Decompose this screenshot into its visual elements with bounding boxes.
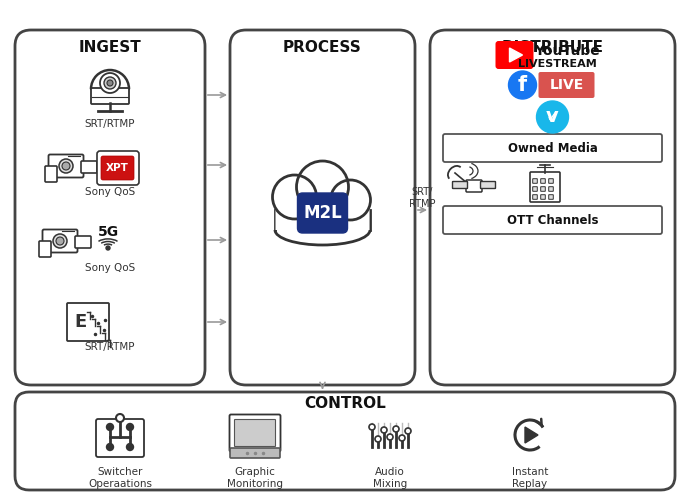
Circle shape <box>106 424 113 430</box>
FancyBboxPatch shape <box>480 182 495 188</box>
Circle shape <box>369 424 375 430</box>
Text: SRT/RTMP: SRT/RTMP <box>85 342 135 352</box>
Circle shape <box>104 77 116 89</box>
FancyBboxPatch shape <box>235 420 275 446</box>
Circle shape <box>387 434 393 440</box>
FancyBboxPatch shape <box>39 241 51 257</box>
Text: E: E <box>74 313 86 331</box>
Text: Sony QoS: Sony QoS <box>85 187 135 197</box>
Text: LIVE: LIVE <box>549 78 584 92</box>
FancyBboxPatch shape <box>275 197 370 230</box>
Text: Audio
Mixing: Audio Mixing <box>373 467 407 489</box>
Text: INGEST: INGEST <box>79 40 141 56</box>
FancyBboxPatch shape <box>97 151 139 185</box>
Circle shape <box>126 444 133 450</box>
FancyBboxPatch shape <box>15 392 675 490</box>
FancyBboxPatch shape <box>549 186 553 192</box>
Text: f: f <box>518 75 527 95</box>
FancyBboxPatch shape <box>538 72 595 98</box>
Circle shape <box>59 159 73 173</box>
Text: CONTROL: CONTROL <box>304 396 386 411</box>
Text: XPT: XPT <box>106 163 129 173</box>
Circle shape <box>273 175 317 219</box>
Circle shape <box>107 80 113 86</box>
FancyBboxPatch shape <box>91 88 129 104</box>
FancyBboxPatch shape <box>81 161 97 173</box>
FancyBboxPatch shape <box>43 230 77 252</box>
Text: ✓: ✓ <box>546 108 560 126</box>
FancyBboxPatch shape <box>533 194 538 200</box>
Circle shape <box>331 180 371 220</box>
FancyBboxPatch shape <box>96 419 144 457</box>
Circle shape <box>53 234 67 248</box>
Text: YouTube: YouTube <box>535 44 600 58</box>
FancyBboxPatch shape <box>45 166 57 182</box>
Text: SRT/RTMP: SRT/RTMP <box>85 119 135 129</box>
Text: Instant
Replay: Instant Replay <box>512 467 548 489</box>
Text: Switcher
Operaations: Switcher Operaations <box>88 467 152 489</box>
Circle shape <box>509 71 537 99</box>
Text: Owned Media: Owned Media <box>508 142 598 154</box>
Circle shape <box>100 73 120 93</box>
Text: DISTRIBUTE: DISTRIBUTE <box>502 40 604 56</box>
FancyBboxPatch shape <box>549 178 553 184</box>
FancyBboxPatch shape <box>430 30 675 385</box>
FancyBboxPatch shape <box>541 186 545 192</box>
FancyBboxPatch shape <box>230 30 415 385</box>
Circle shape <box>116 414 124 422</box>
Text: M2L: M2L <box>303 204 342 222</box>
FancyBboxPatch shape <box>75 236 91 248</box>
FancyBboxPatch shape <box>495 41 533 69</box>
FancyBboxPatch shape <box>541 194 545 200</box>
FancyBboxPatch shape <box>230 448 280 458</box>
Text: v: v <box>546 108 559 126</box>
Polygon shape <box>509 48 522 62</box>
FancyBboxPatch shape <box>466 180 482 192</box>
Text: 5G: 5G <box>97 225 119 239</box>
Circle shape <box>399 435 405 441</box>
Text: Sony QoS: Sony QoS <box>85 263 135 273</box>
Circle shape <box>56 237 64 245</box>
FancyBboxPatch shape <box>549 194 553 200</box>
Circle shape <box>62 162 70 170</box>
Circle shape <box>106 444 113 450</box>
Polygon shape <box>525 427 538 443</box>
Text: LIVESTREAM: LIVESTREAM <box>518 59 597 69</box>
FancyBboxPatch shape <box>541 178 545 184</box>
Circle shape <box>393 426 399 432</box>
Circle shape <box>297 161 348 213</box>
FancyBboxPatch shape <box>48 154 83 178</box>
Wedge shape <box>275 230 370 278</box>
FancyBboxPatch shape <box>533 186 538 192</box>
FancyBboxPatch shape <box>533 178 538 184</box>
Text: PROCESS: PROCESS <box>283 40 362 56</box>
FancyBboxPatch shape <box>297 193 348 233</box>
FancyBboxPatch shape <box>101 156 134 180</box>
Circle shape <box>537 101 569 133</box>
Circle shape <box>381 427 387 433</box>
Circle shape <box>106 246 110 250</box>
Text: Graphic
Monitoring: Graphic Monitoring <box>227 467 283 489</box>
FancyBboxPatch shape <box>453 182 468 188</box>
Text: SRT/
RTMP: SRT/ RTMP <box>409 187 436 209</box>
FancyBboxPatch shape <box>443 134 662 162</box>
Circle shape <box>375 436 381 442</box>
FancyBboxPatch shape <box>67 303 109 341</box>
FancyBboxPatch shape <box>15 30 205 385</box>
Text: OTT Channels: OTT Channels <box>506 214 598 226</box>
Circle shape <box>405 428 411 434</box>
FancyBboxPatch shape <box>273 185 373 235</box>
FancyBboxPatch shape <box>443 206 662 234</box>
Circle shape <box>126 424 133 430</box>
FancyBboxPatch shape <box>530 172 560 202</box>
FancyBboxPatch shape <box>230 414 281 452</box>
